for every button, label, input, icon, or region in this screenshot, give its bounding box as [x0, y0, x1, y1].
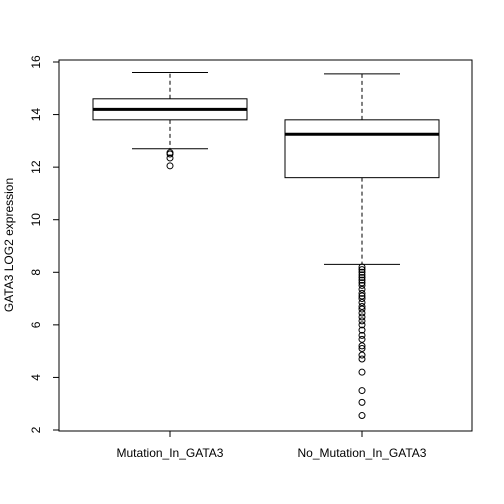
x-category-label: No_Mutation_In_GATA3: [298, 446, 427, 460]
outlier-point: [166, 154, 174, 162]
outlier-point: [358, 321, 366, 329]
outlier-point: [166, 149, 174, 157]
outlier-point: [358, 368, 366, 376]
y-axis-title: GATA3 LOG2 expression: [2, 178, 16, 312]
outlier-point: [358, 309, 366, 317]
y-tick-label: 8: [29, 269, 43, 276]
outlier-point: [358, 302, 366, 310]
outlier-point: [358, 412, 366, 420]
outlier-point: [358, 305, 366, 313]
outlier-point: [358, 268, 366, 276]
y-tick-label: 10: [29, 213, 43, 227]
outlier-point: [358, 398, 366, 406]
outlier-point: [358, 313, 366, 321]
y-tick-label: 14: [29, 108, 43, 122]
outlier-point: [358, 281, 366, 289]
y-tick-label: 6: [29, 321, 43, 328]
outlier-point: [358, 387, 366, 395]
outlier-point: [358, 276, 366, 284]
y-tick-label: 2: [29, 426, 43, 433]
outlier-point: [358, 317, 366, 325]
outlier-point: [166, 162, 174, 170]
outlier-point: [358, 331, 366, 339]
box-group: [92, 72, 248, 170]
outlier-point: [358, 326, 366, 334]
outlier-point: [358, 285, 366, 293]
y-tick-label: 12: [29, 160, 43, 174]
x-category-label: Mutation_In_GATA3: [117, 446, 224, 460]
outlier-point: [358, 299, 366, 307]
y-tick-label: 4: [29, 374, 43, 381]
box-iqr: [284, 119, 440, 179]
y-axis: 2 4 6 8 10 12 14 16: [29, 55, 60, 433]
outlier-point: [358, 295, 366, 303]
outlier-point: [358, 289, 366, 297]
box-group: [284, 73, 440, 420]
boxes: [92, 72, 440, 420]
x-axis: Mutation_In_GATA3 No_Mutation_In_GATA3: [117, 430, 427, 460]
outlier-point: [358, 271, 366, 279]
outlier-point: [358, 335, 366, 343]
outlier-point: [358, 355, 366, 363]
outlier-point: [358, 351, 366, 359]
outlier-point: [358, 274, 366, 282]
outlier-point: [358, 266, 366, 274]
outlier-point: [358, 279, 366, 287]
outlier-point: [358, 292, 366, 300]
outlier-point: [358, 342, 366, 350]
outlier-point: [358, 263, 366, 271]
y-tick-label: 16: [29, 55, 43, 69]
outlier-point: [358, 345, 366, 353]
